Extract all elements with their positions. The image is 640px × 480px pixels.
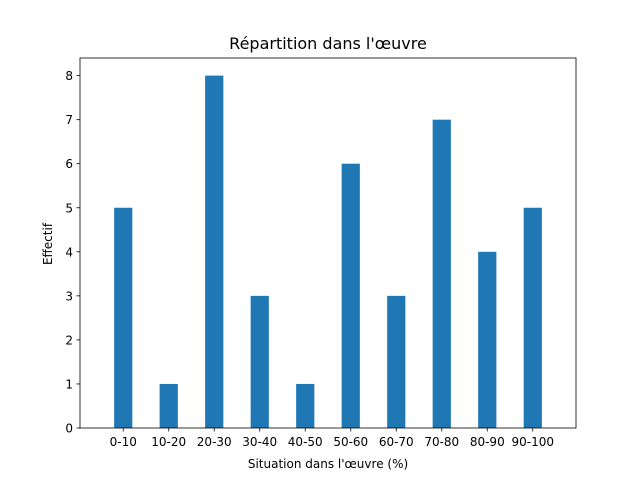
y-axis-ticks: 0 1 2 3 4 5 6 7 8 <box>65 69 80 436</box>
y-tick-label: 3 <box>65 289 73 303</box>
x-tick-label: 40-50 <box>288 435 323 449</box>
bar-90-100 <box>523 207 542 428</box>
x-tick-label: 20-30 <box>197 435 232 449</box>
plot-frame <box>79 57 577 429</box>
bar-70-80 <box>432 119 451 429</box>
y-tick-label: 4 <box>65 245 73 259</box>
x-axis-label: Situation dans l'œuvre (%) <box>248 457 408 471</box>
x-tick-label: 80-90 <box>470 435 505 449</box>
bar-30-40 <box>250 295 269 428</box>
x-tick-label: 10-20 <box>151 435 186 449</box>
bar-10-20 <box>159 383 178 428</box>
bar-60-70 <box>387 295 406 428</box>
x-tick-label: 0-10 <box>110 435 137 449</box>
y-tick-label: 5 <box>65 201 73 215</box>
x-tick-label: 90-100 <box>512 435 555 449</box>
y-tick-label: 8 <box>65 69 73 83</box>
bar-20-30 <box>205 75 224 428</box>
y-axis-label: Effectif <box>41 222 55 265</box>
chart-title: Répartition dans l'œuvre <box>229 34 427 53</box>
x-tick-label: 30-40 <box>242 435 277 449</box>
y-tick-label: 1 <box>65 377 73 391</box>
x-axis-ticks: 0-10 10-20 20-30 30-40 40-50 50-60 60-70 70-80 8… <box>110 428 554 449</box>
bars-group <box>114 75 542 429</box>
y-tick-label: 0 <box>65 422 73 436</box>
bar-0-10 <box>114 207 133 428</box>
bar-80-90 <box>478 251 497 428</box>
y-tick-label: 7 <box>65 113 73 127</box>
y-tick-label: 6 <box>65 157 73 171</box>
bar-50-60 <box>341 163 360 428</box>
x-tick-label: 60-70 <box>379 435 414 449</box>
y-tick-label: 2 <box>65 333 73 347</box>
bar-40-50 <box>296 383 315 428</box>
x-tick-label: 50-60 <box>333 435 368 449</box>
x-tick-label: 70-80 <box>424 435 459 449</box>
